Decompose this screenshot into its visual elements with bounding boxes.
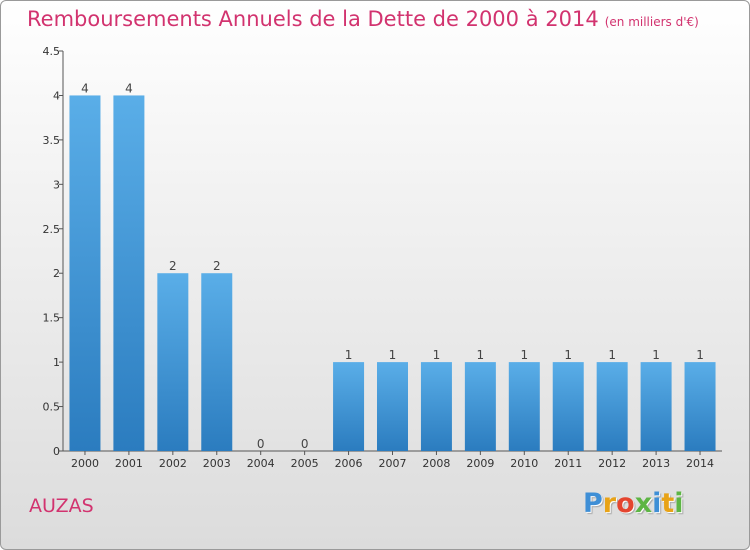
y-tick-label: 1 [53, 356, 60, 369]
x-tick-label: 2007 [379, 457, 407, 470]
data-label: 0 [257, 437, 265, 451]
bar [552, 362, 584, 451]
chart-title: Remboursements Annuels de la Dette de 20… [27, 7, 699, 31]
logo-letter: i [674, 488, 684, 519]
y-tick-label: 3.5 [43, 134, 61, 147]
data-label: 1 [477, 348, 485, 362]
x-tick-label: 2010 [510, 457, 538, 470]
data-label: 1 [696, 348, 704, 362]
data-label: 1 [608, 348, 616, 362]
x-tick-label: 2013 [642, 457, 670, 470]
logo-letter: t [661, 488, 675, 519]
logo-letter: P [583, 488, 603, 519]
y-tick-label: 1.5 [43, 312, 61, 325]
bar [113, 95, 145, 451]
data-label: 1 [345, 348, 353, 362]
logo-letter: x [634, 488, 653, 519]
bar [596, 362, 628, 451]
bar [333, 362, 365, 451]
data-label: 4 [125, 81, 133, 95]
y-tick-label: 4 [53, 89, 60, 102]
data-label: 2 [213, 259, 221, 273]
bar [508, 362, 540, 451]
x-tick-label: 2005 [291, 457, 319, 470]
proxiti-logo[interactable]: Proxiti [583, 488, 684, 519]
x-tick-label: 2003 [203, 457, 231, 470]
bar [464, 362, 496, 451]
chart-title-text: Remboursements Annuels de la Dette de 20… [27, 7, 599, 31]
y-tick-label: 0 [53, 445, 60, 458]
x-tick-label: 2004 [247, 457, 275, 470]
x-tick-label: 2006 [335, 457, 363, 470]
x-tick-label: 2014 [686, 457, 714, 470]
logo-letter: o [616, 488, 635, 519]
y-tick-label: 2.5 [43, 223, 61, 236]
bar [377, 362, 408, 451]
y-tick-label: 2 [53, 267, 60, 280]
bar [684, 362, 716, 451]
x-tick-label: 2008 [422, 457, 450, 470]
x-tick-label: 2009 [466, 457, 494, 470]
logo-letter: i [652, 488, 662, 519]
x-tick-label: 2000 [71, 457, 99, 470]
data-label: 1 [389, 348, 397, 362]
chart-unit: (en milliers d'€) [604, 15, 699, 29]
x-tick-label: 2012 [598, 457, 626, 470]
logo-letter: r [602, 488, 617, 519]
data-label: 4 [81, 81, 89, 95]
x-tick-label: 2002 [159, 457, 187, 470]
data-label: 1 [652, 348, 660, 362]
bar [420, 362, 452, 451]
place-name: AUZAS [29, 495, 94, 517]
x-tick-label: 2001 [115, 457, 143, 470]
data-label: 1 [520, 348, 528, 362]
bar [201, 273, 233, 451]
data-label: 1 [564, 348, 572, 362]
y-tick-label: 0.5 [43, 401, 61, 414]
y-tick-label: 4.5 [43, 45, 61, 58]
x-tick-label: 2011 [554, 457, 582, 470]
y-tick-label: 3 [53, 178, 60, 191]
bar [157, 273, 189, 451]
data-label: 1 [433, 348, 441, 362]
bar [640, 362, 672, 451]
data-label: 0 [301, 437, 309, 451]
data-label: 2 [169, 259, 177, 273]
bar [69, 95, 101, 451]
